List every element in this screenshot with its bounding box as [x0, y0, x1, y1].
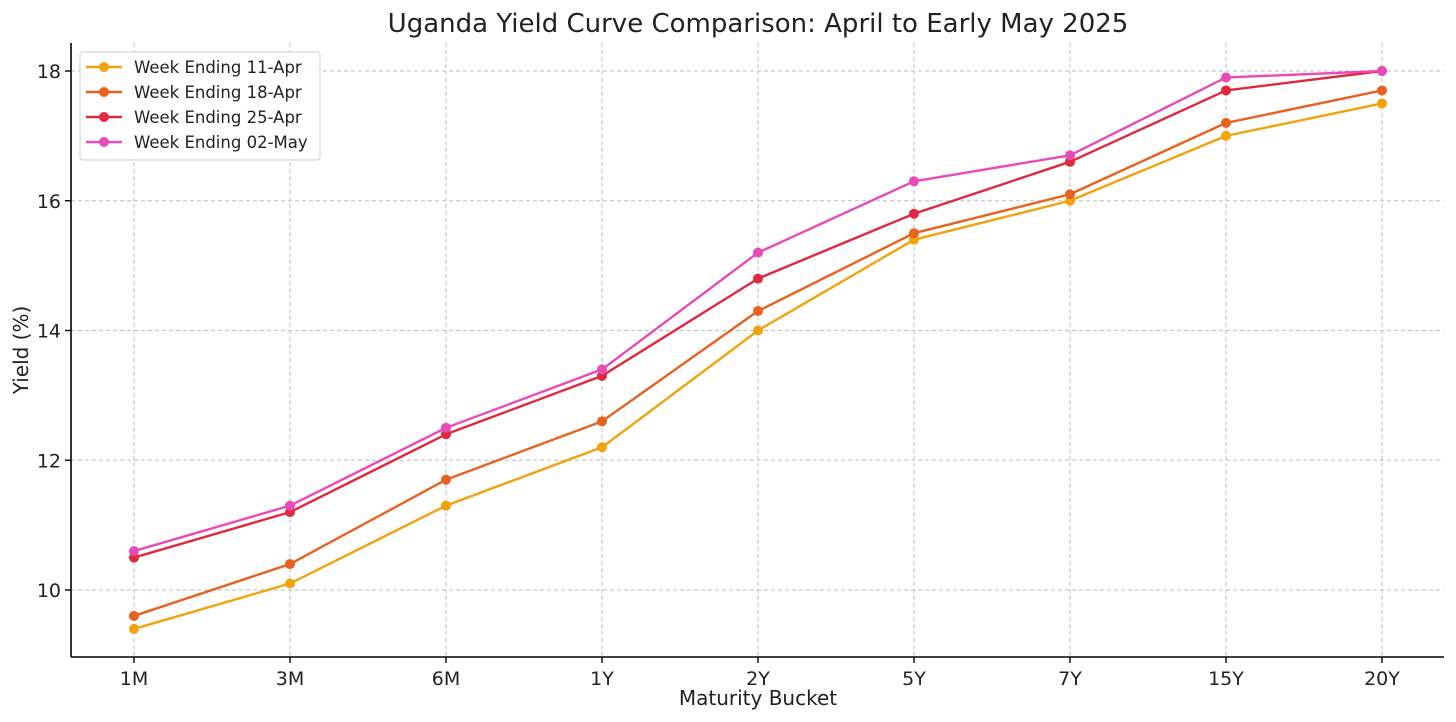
y-tick-label: 16	[37, 191, 61, 213]
series-group	[129, 66, 1387, 634]
legend-marker	[99, 62, 109, 72]
y-tick-label: 14	[37, 321, 61, 343]
x-axis-label: Maturity Bucket	[679, 686, 837, 710]
legend-box	[79, 51, 321, 161]
data-point	[753, 273, 763, 284]
data-point	[1377, 85, 1387, 96]
x-tick-label: 15Y	[1208, 668, 1244, 690]
series-1	[129, 98, 1387, 634]
data-point	[909, 208, 919, 219]
data-point	[285, 578, 295, 589]
x-tick-label: 1Y	[590, 668, 614, 690]
data-point	[909, 228, 919, 239]
legend-marker	[99, 87, 109, 97]
x-tick-label: 7Y	[1058, 668, 1082, 690]
data-point	[1377, 98, 1387, 109]
grid-lines	[71, 43, 1444, 657]
data-point	[753, 247, 763, 258]
legend-item: Week Ending 18-Apr	[86, 83, 302, 102]
data-point	[1065, 150, 1075, 161]
data-point	[753, 306, 763, 317]
data-point	[285, 559, 295, 570]
data-point	[909, 176, 919, 187]
data-point	[597, 442, 607, 453]
x-ticks: 1M 3M 6M 1Y 2Y 5Y 7Y 15Y 20Y	[120, 657, 1400, 690]
x-tick-label: 3M	[276, 668, 304, 690]
legend-marker	[99, 112, 109, 122]
legend-label: Week Ending 02-May	[134, 133, 308, 152]
legend: Week Ending 11-Apr Week Ending 18-Apr Week…	[79, 51, 321, 161]
data-point	[129, 623, 139, 634]
x-tick-label: 2Y	[746, 668, 770, 690]
x-tick-label: 6M	[432, 668, 460, 690]
data-point	[129, 610, 139, 621]
data-point	[441, 474, 451, 485]
data-point	[597, 416, 607, 427]
data-point	[1221, 85, 1231, 96]
data-point	[1221, 117, 1231, 128]
x-tick-label: 20Y	[1364, 668, 1400, 690]
legend-marker	[99, 137, 109, 147]
legend-label: Week Ending 11-Apr	[134, 58, 302, 77]
legend-label: Week Ending 18-Apr	[134, 83, 302, 102]
x-tick-label: 1M	[120, 668, 148, 690]
data-point	[597, 364, 607, 375]
y-tick-label: 12	[37, 450, 61, 472]
legend-item: Week Ending 11-Apr	[86, 58, 302, 77]
data-point	[1377, 66, 1387, 76]
y-axis-label: Yield (%)	[9, 306, 33, 396]
series-4	[129, 66, 1387, 557]
data-point	[285, 500, 295, 511]
legend-item: Week Ending 02-May	[86, 133, 308, 152]
data-point	[441, 500, 451, 511]
x-tick-label: 5Y	[902, 668, 926, 690]
data-point	[129, 546, 139, 557]
data-point	[1065, 189, 1075, 200]
data-point	[441, 422, 451, 433]
chart-title: Uganda Yield Curve Comparison: April to …	[388, 9, 1129, 39]
data-point	[1221, 72, 1231, 83]
data-point	[1221, 130, 1231, 141]
series-2	[129, 85, 1387, 621]
legend-label: Week Ending 25-Apr	[134, 108, 302, 127]
legend-item: Week Ending 25-Apr	[86, 108, 302, 127]
y-tick-label: 10	[37, 580, 61, 602]
data-point	[753, 325, 763, 336]
y-tick-label: 18	[37, 61, 61, 83]
y-ticks: 10 12 14 16 18	[37, 61, 71, 602]
